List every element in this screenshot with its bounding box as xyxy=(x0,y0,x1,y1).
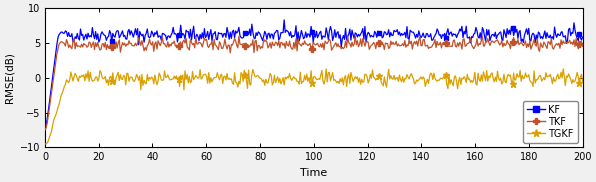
Legend: KF, TKF, TGKF: KF, TKF, TGKF xyxy=(523,101,578,143)
X-axis label: Time: Time xyxy=(300,168,327,178)
Y-axis label: RMSE(dB): RMSE(dB) xyxy=(4,52,14,103)
